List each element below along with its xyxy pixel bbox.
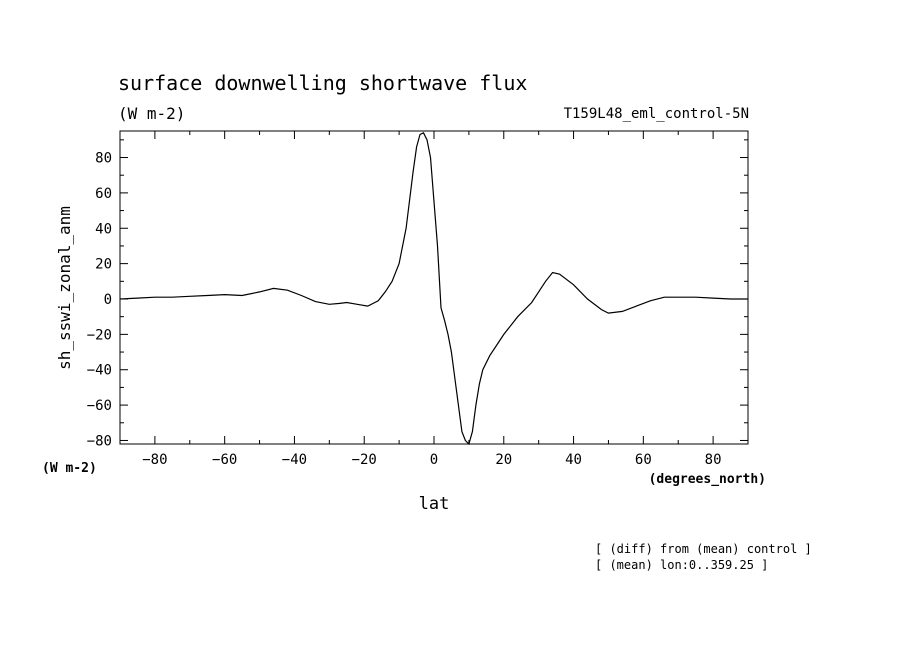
chart-units: (W m-2) xyxy=(118,104,185,123)
y-tick-label: −80 xyxy=(87,433,112,449)
y-tick-label: 60 xyxy=(95,186,112,202)
x-tick-label: 40 xyxy=(565,452,582,468)
x-tick-label: −60 xyxy=(212,452,237,468)
note-diff: [ (diff) from (mean) control ] xyxy=(595,542,812,556)
chart-title: surface downwelling shortwave flux xyxy=(118,71,527,95)
y-axis-ticks xyxy=(120,139,748,441)
y-axis-units: (W m-2) xyxy=(42,461,97,476)
y-tick-label: −20 xyxy=(87,327,112,343)
y-tick-label: 80 xyxy=(95,151,112,167)
y-tick-label: −40 xyxy=(87,363,112,379)
x-tick-label: 60 xyxy=(635,452,652,468)
x-axis-ticks xyxy=(119,131,749,444)
y-tick-label: 0 xyxy=(104,292,112,308)
y-tick-label: 40 xyxy=(95,221,112,237)
x-tick-label: 20 xyxy=(495,452,512,468)
series-line xyxy=(119,132,748,446)
x-axis-label: lat xyxy=(419,494,450,514)
x-axis-tick-labels: −80 −60 −40 −20 0 20 40 60 80 xyxy=(142,452,721,468)
x-tick-label: −20 xyxy=(352,452,377,468)
y-tick-label: 20 xyxy=(95,257,112,273)
x-tick-label: 80 xyxy=(705,452,722,468)
y-tick-label: −60 xyxy=(87,398,112,414)
x-tick-label: −80 xyxy=(142,452,167,468)
plot-frame xyxy=(119,130,749,445)
y-axis-label: sh_sswi_zonal_anm xyxy=(55,206,74,370)
note-mean: [ (mean) lon:0..359.25 ] xyxy=(595,558,768,572)
chart-experiment-label: T159L48_eml_control-5N xyxy=(564,106,749,122)
x-tick-label: −40 xyxy=(282,452,307,468)
x-tick-label: 0 xyxy=(430,452,438,468)
y-axis-tick-labels: −80 −60 −40 −20 0 20 40 60 80 xyxy=(87,151,112,450)
x-axis-units: (degrees_north) xyxy=(649,472,766,487)
